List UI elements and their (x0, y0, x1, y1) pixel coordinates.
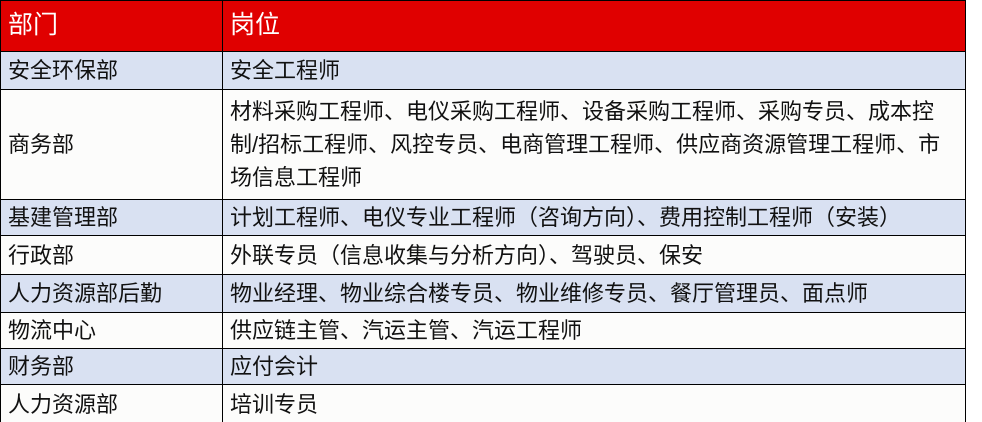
table-row: 人力资源部后勤 物业经理、物业综合楼专员、物业维修专员、餐厅管理员、面点师 (0, 274, 966, 313)
department-cell: 安全环保部 (0, 51, 223, 90)
table-row: 商务部 材料采购工程师、电仪采购工程师、设备采购工程师、采购专员、成本控制/招标… (0, 89, 966, 200)
column-header-department: 部门 (0, 0, 223, 52)
table-row: 基建管理部 计划工程师、电仪专业工程师（咨询方向）、费用控制工程师（安装） (0, 199, 966, 236)
positions-cell: 安全工程师 (222, 51, 966, 90)
column-header-positions: 岗位 (222, 0, 966, 52)
department-cell: 物流中心 (0, 312, 223, 349)
positions-cell: 外联专员（信息收集与分析方向）、驾驶员、保安 (222, 235, 966, 275)
table-row: 财务部 应付会计 (0, 348, 966, 385)
table-row: 物流中心 供应链主管、汽运主管、汽运工程师 (0, 312, 966, 349)
department-cell: 行政部 (0, 235, 223, 275)
department-cell: 基建管理部 (0, 199, 223, 236)
positions-cell: 材料采购工程师、电仪采购工程师、设备采购工程师、采购专员、成本控制/招标工程师、… (222, 89, 966, 200)
positions-cell: 供应链主管、汽运主管、汽运工程师 (222, 312, 966, 349)
department-cell: 财务部 (0, 348, 223, 385)
header-row: 部门 岗位 (0, 0, 966, 52)
positions-cell: 培训专员 (222, 384, 966, 422)
department-cell: 人力资源部 (0, 384, 223, 422)
table-row: 安全环保部 安全工程师 (0, 51, 966, 90)
department-cell: 人力资源部后勤 (0, 274, 223, 313)
table-row: 行政部 外联专员（信息收集与分析方向）、驾驶员、保安 (0, 235, 966, 275)
positions-cell: 计划工程师、电仪专业工程师（咨询方向）、费用控制工程师（安装） (222, 199, 966, 236)
positions-cell: 应付会计 (222, 348, 966, 385)
table-row: 人力资源部 培训专员 (0, 384, 966, 422)
positions-cell: 物业经理、物业综合楼专员、物业维修专员、餐厅管理员、面点师 (222, 274, 966, 313)
department-cell: 商务部 (0, 89, 223, 200)
